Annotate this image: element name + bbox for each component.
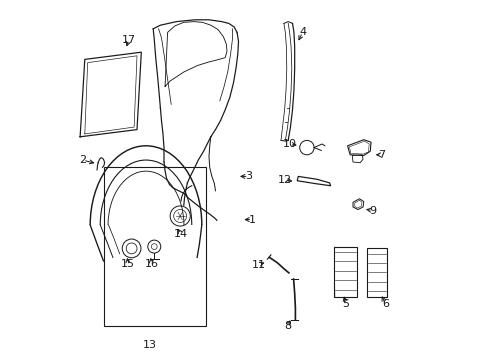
Text: 2: 2 [79, 155, 87, 165]
Text: 5: 5 [343, 299, 349, 309]
Text: 16: 16 [145, 258, 158, 269]
Text: 8: 8 [284, 321, 291, 331]
Bar [334, 247, 357, 297]
Text: 4: 4 [299, 27, 306, 37]
Text: 13: 13 [143, 340, 157, 350]
Text: 9: 9 [369, 206, 376, 216]
Text: 11: 11 [252, 260, 266, 270]
Text: 1: 1 [249, 215, 256, 225]
Text: 3: 3 [245, 171, 252, 181]
Text: 14: 14 [174, 229, 188, 239]
Text: 6: 6 [382, 299, 389, 309]
Text: 7: 7 [378, 150, 385, 160]
Text: 12: 12 [278, 175, 293, 185]
Text: 17: 17 [122, 35, 136, 45]
Bar [368, 248, 387, 297]
Bar [104, 167, 206, 326]
Text: 10: 10 [283, 139, 297, 149]
Text: 15: 15 [121, 258, 135, 269]
